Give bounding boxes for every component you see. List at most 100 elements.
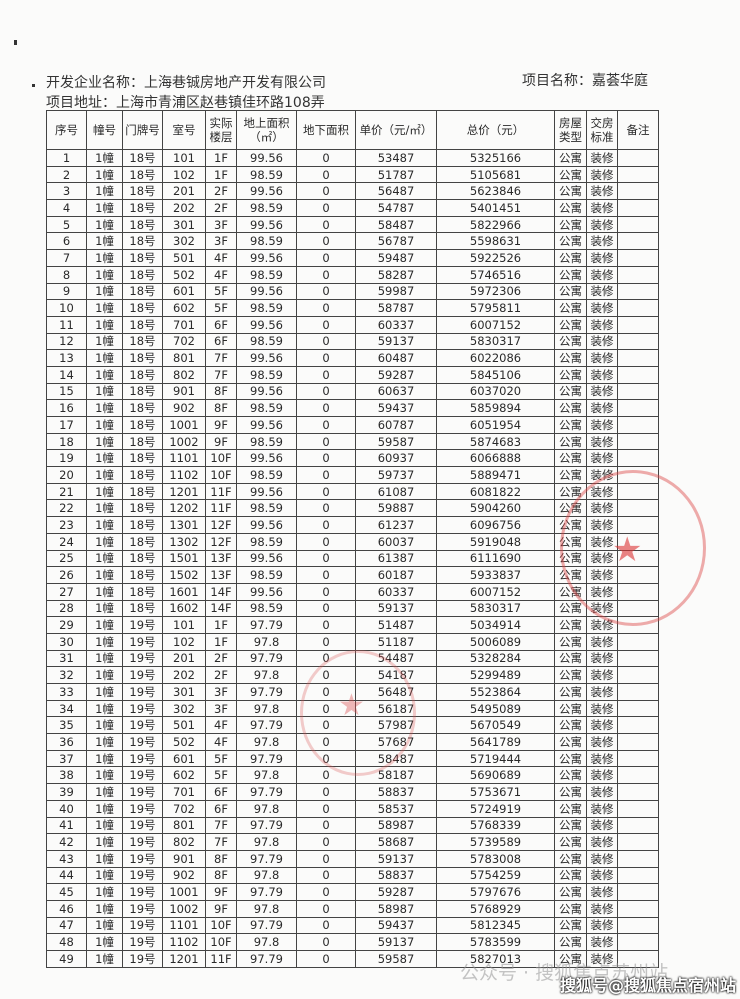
table-cell: 19号 (122, 950, 163, 968)
table-cell: 1幢 (86, 165, 123, 184)
table-row: 34 1幢 19号 302 3F 97.8 0 56187 5495089 公寓 装修 (46, 699, 659, 718)
table-cell: 5830317 (436, 332, 555, 351)
table-cell: 6F (205, 799, 237, 818)
table-cell: 101 (162, 149, 206, 167)
table-cell: 15 (46, 382, 87, 401)
table-cell: 31 (46, 649, 87, 668)
table-cell: 18号 (122, 149, 163, 167)
table-cell (617, 866, 659, 885)
table-cell: 公寓 (554, 482, 587, 501)
table-cell: 公寓 (554, 249, 587, 267)
table-cell: 3F (205, 215, 237, 234)
table-cell: 18号 (122, 599, 163, 618)
table-cell: 5724919 (436, 799, 555, 818)
table-cell: 19号 (122, 699, 163, 718)
table-cell: 1101 (162, 449, 206, 468)
table-cell: 6007152 (436, 582, 555, 601)
table-row: 5 1幢 18号 301 3F 99.56 0 58487 5822966 公寓 装修 (46, 215, 659, 234)
table-cell: 1 (46, 149, 87, 167)
table-cell: 1301 (162, 516, 206, 534)
table-cell: 18号 (122, 199, 163, 217)
table-cell: 13F (205, 549, 237, 568)
table-cell: 0 (296, 683, 356, 701)
table-cell: 1幢 (86, 399, 123, 417)
table-cell: 56487 (355, 683, 437, 701)
table-cell: 0 (296, 599, 356, 618)
table-cell: 59137 (355, 599, 437, 618)
table-row: 21 1幢 18号 1201 11F 99.56 0 61087 6081822 公寓 装修 (46, 482, 659, 501)
table-cell: 0 (296, 566, 356, 584)
table-cell: 公寓 (554, 532, 587, 551)
table-cell: 5830317 (436, 599, 555, 618)
table-row: 42 1幢 19号 802 7F 97.8 0 58687 5739589 公寓 装修 (46, 833, 659, 851)
table-cell: 18号 (122, 549, 163, 568)
table-cell: 5919048 (436, 532, 555, 551)
table-cell: 902 (162, 399, 206, 417)
table-cell: 99.56 (236, 182, 297, 201)
table-cell: 46 (46, 899, 87, 918)
table-cell: 99.56 (236, 215, 297, 234)
table-cell: 1201 (162, 482, 206, 501)
table-cell: 5690689 (436, 766, 555, 785)
table-cell: 99.56 (236, 382, 297, 401)
table-cell (617, 499, 659, 518)
table-cell: 54487 (355, 649, 437, 668)
table-cell: 5972306 (436, 282, 555, 301)
table-cell: 1F (205, 165, 237, 184)
table-cell: 99.56 (236, 282, 297, 301)
project-name: 项目名称：嘉荟华庭 (522, 73, 648, 89)
table-cell: 11F (205, 482, 237, 501)
table-cell: 5933837 (436, 566, 555, 584)
table-cell: 9F (205, 432, 237, 451)
table-row: 11 1幢 18号 701 6F 99.56 0 60337 6007152 公寓 装修 (46, 315, 659, 334)
table-cell: 11F (205, 499, 237, 518)
scan-mark (14, 40, 17, 45)
table-cell: 装修 (586, 265, 618, 284)
table-cell: 1幢 (86, 866, 123, 885)
table-cell (617, 149, 659, 167)
column-header: 室号 (162, 110, 206, 150)
table-cell: 1幢 (86, 816, 123, 835)
table-cell: 97.79 (236, 649, 297, 668)
table-cell: 公寓 (554, 332, 587, 351)
table-cell: 59137 (355, 933, 437, 951)
table-cell: 1幢 (86, 282, 123, 301)
table-cell: 54787 (355, 199, 437, 217)
table-cell: 装修 (586, 315, 618, 334)
table-cell (617, 315, 659, 334)
table-cell: 公寓 (554, 699, 587, 718)
table-cell: 公寓 (554, 816, 587, 835)
table-cell: 601 (162, 282, 206, 301)
table-cell: 0 (296, 349, 356, 367)
table-cell (617, 783, 659, 801)
table-cell: 39 (46, 783, 87, 801)
table-cell: 装修 (586, 466, 618, 484)
table-cell: 22 (46, 499, 87, 518)
table-cell (617, 616, 659, 634)
table-cell: 99.56 (236, 249, 297, 267)
table-row: 14 1幢 18号 802 7F 98.59 0 59287 5845106 公寓 装修 (46, 365, 659, 384)
table-cell: 5598631 (436, 232, 555, 251)
table-cell: 44 (46, 866, 87, 885)
table-cell: 0 (296, 532, 356, 551)
table-cell: 61387 (355, 549, 437, 568)
table-cell: 1幢 (86, 849, 123, 868)
table-cell: 59437 (355, 399, 437, 417)
table-cell: 0 (296, 799, 356, 818)
table-row: 10 1幢 18号 602 5F 98.59 0 58787 5795811 公寓 装修 (46, 299, 659, 317)
table-cell: 40 (46, 799, 87, 818)
table-cell: 公寓 (554, 399, 587, 417)
table-cell: 7F (205, 349, 237, 367)
table-cell: 18号 (122, 265, 163, 284)
table-cell: 7F (205, 833, 237, 851)
table-cell: 97.8 (236, 933, 297, 951)
table-cell (617, 766, 659, 785)
table-cell: 0 (296, 499, 356, 518)
table-cell: 5768929 (436, 899, 555, 918)
table-cell: 19号 (122, 749, 163, 768)
table-cell: 99.56 (236, 416, 297, 434)
table-cell: 装修 (586, 149, 618, 167)
table-cell (617, 365, 659, 384)
table-cell: 公寓 (554, 365, 587, 384)
table-cell: 5739589 (436, 833, 555, 851)
